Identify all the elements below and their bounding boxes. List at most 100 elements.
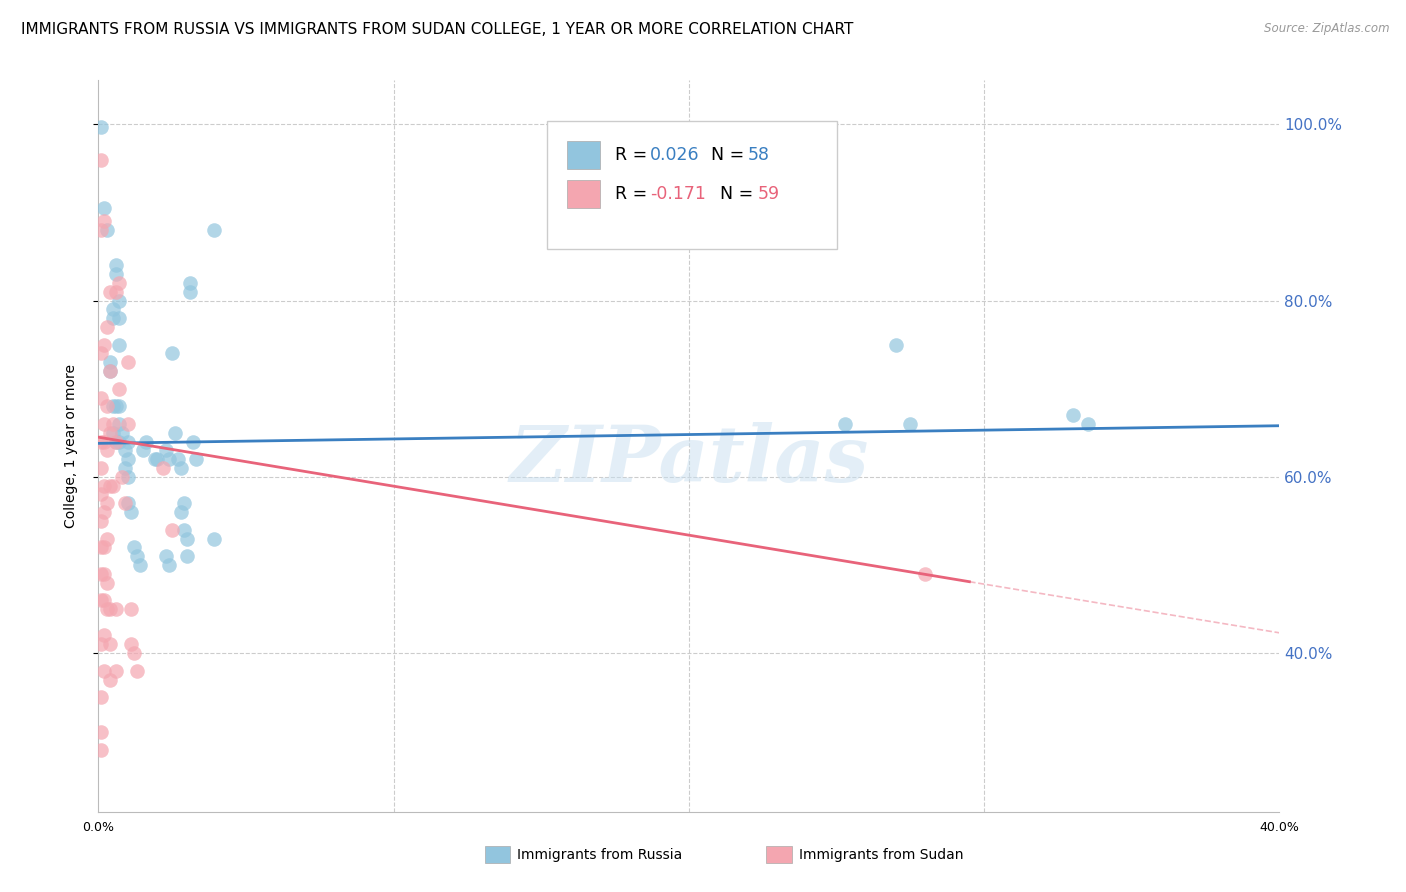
Point xyxy=(98,673,121,687)
Point xyxy=(93,593,115,607)
Point xyxy=(96,496,118,510)
Point xyxy=(108,400,131,414)
Point xyxy=(170,505,193,519)
Point xyxy=(93,417,115,431)
Point xyxy=(111,425,134,440)
Point xyxy=(90,434,112,449)
Point xyxy=(90,514,112,528)
Point xyxy=(96,320,118,334)
Point xyxy=(90,541,112,555)
Point xyxy=(1077,417,1099,431)
Y-axis label: College, 1 year or more: College, 1 year or more xyxy=(63,364,77,528)
Point xyxy=(98,355,121,369)
Point xyxy=(146,452,169,467)
Point xyxy=(834,417,856,431)
Point xyxy=(114,496,136,510)
Text: N =: N = xyxy=(709,185,759,202)
Point xyxy=(202,532,225,546)
Point xyxy=(90,153,112,167)
Point xyxy=(117,496,139,510)
Point xyxy=(98,425,121,440)
Point xyxy=(103,302,125,317)
Point xyxy=(98,285,121,299)
Point xyxy=(122,646,145,660)
Point xyxy=(108,434,131,449)
Point xyxy=(120,505,142,519)
Text: N =: N = xyxy=(700,146,749,164)
FancyBboxPatch shape xyxy=(567,180,600,208)
Point xyxy=(111,470,134,484)
Point xyxy=(117,470,139,484)
Point xyxy=(90,743,112,757)
Point xyxy=(179,276,201,290)
Point xyxy=(105,434,128,449)
FancyBboxPatch shape xyxy=(567,141,600,169)
Point xyxy=(117,434,139,449)
Text: -0.171: -0.171 xyxy=(650,185,706,202)
Point xyxy=(155,443,177,458)
Point xyxy=(105,267,128,281)
Point xyxy=(108,293,131,308)
Point xyxy=(173,496,195,510)
Point xyxy=(900,417,922,431)
Point xyxy=(93,478,115,492)
Point xyxy=(103,311,125,326)
Point xyxy=(162,523,183,537)
Point xyxy=(125,664,148,678)
Point xyxy=(98,364,121,378)
Text: IMMIGRANTS FROM RUSSIA VS IMMIGRANTS FROM SUDAN COLLEGE, 1 YEAR OR MORE CORRELAT: IMMIGRANTS FROM RUSSIA VS IMMIGRANTS FRO… xyxy=(21,22,853,37)
Point xyxy=(167,452,190,467)
Point xyxy=(117,355,139,369)
Point xyxy=(132,443,155,458)
Point xyxy=(90,487,112,501)
Point xyxy=(93,628,115,642)
Point xyxy=(108,417,131,431)
Point xyxy=(184,452,207,467)
Text: Source: ZipAtlas.com: Source: ZipAtlas.com xyxy=(1264,22,1389,36)
Point xyxy=(170,461,193,475)
Point xyxy=(105,664,128,678)
Point xyxy=(98,364,121,378)
Point xyxy=(108,311,131,326)
Point xyxy=(103,400,125,414)
Text: R =: R = xyxy=(614,146,652,164)
Point xyxy=(105,285,128,299)
Point xyxy=(105,434,128,449)
Point xyxy=(96,400,118,414)
Point xyxy=(914,566,936,581)
Point xyxy=(90,725,112,739)
Point xyxy=(90,690,112,705)
Point xyxy=(105,400,128,414)
Point xyxy=(135,434,157,449)
Point xyxy=(90,223,112,237)
Point xyxy=(117,417,139,431)
Text: 59: 59 xyxy=(758,185,779,202)
Text: ZIPatlas: ZIPatlas xyxy=(509,423,869,499)
Point xyxy=(98,637,121,651)
Point xyxy=(125,549,148,563)
Point xyxy=(181,434,204,449)
Point xyxy=(157,558,180,572)
Point xyxy=(157,452,180,467)
Point xyxy=(93,541,115,555)
Point xyxy=(90,391,112,405)
Point xyxy=(96,575,118,590)
Point xyxy=(90,120,112,134)
Point xyxy=(108,337,131,351)
Point xyxy=(143,452,166,467)
Point xyxy=(108,276,131,290)
Point xyxy=(202,223,225,237)
Point xyxy=(96,532,118,546)
Point xyxy=(165,425,187,440)
Point xyxy=(103,478,125,492)
Point xyxy=(114,443,136,458)
FancyBboxPatch shape xyxy=(547,120,837,249)
Point xyxy=(93,214,115,228)
Point xyxy=(93,337,115,351)
Point xyxy=(122,541,145,555)
Text: 0.026: 0.026 xyxy=(650,146,700,164)
Point xyxy=(173,523,195,537)
Point xyxy=(96,443,118,458)
Point xyxy=(105,258,128,272)
Point xyxy=(93,201,115,215)
